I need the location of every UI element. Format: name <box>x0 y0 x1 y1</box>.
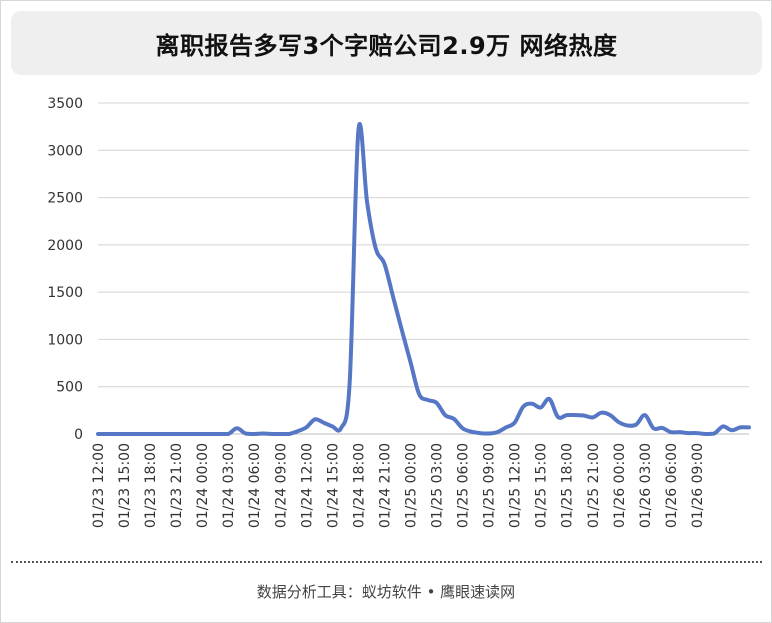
x-tick-label: 01/25 09:00 <box>482 443 498 528</box>
x-tick-label: 01/25 00:00 <box>403 443 419 528</box>
x-tick-label: 01/26 06:00 <box>664 443 680 528</box>
y-tick-label: 3000 <box>47 143 83 159</box>
x-tick-label: 01/24 09:00 <box>273 443 289 528</box>
y-tick-label: 2500 <box>47 191 83 207</box>
line-chart: 0 500 1000 1500 2000 2500 3000 3500 01/23 12:00… <box>47 96 751 528</box>
x-tick-label: 01/24 03:00 <box>221 443 237 528</box>
x-tick-label: 01/24 21:00 <box>377 443 393 528</box>
series-line <box>96 121 751 437</box>
x-tick-label: 01/24 18:00 <box>351 443 367 528</box>
x-tick-label: 01/25 18:00 <box>560 443 576 528</box>
x-axis-tick-labels: 01/23 12:00 01/23 15:00 01/23 18:00 01/23 2… <box>91 443 706 528</box>
y-tick-label: 1000 <box>47 332 83 348</box>
x-tick-label: 01/25 12:00 <box>508 443 524 528</box>
y-axis-tick-labels: 0 500 1000 1500 2000 2500 3000 3500 <box>47 96 83 443</box>
x-tick-label: 01/26 03:00 <box>638 443 654 528</box>
x-tick-label: 01/24 15:00 <box>325 443 341 528</box>
y-tick-label: 2000 <box>47 238 83 254</box>
x-tick-label: 01/24 12:00 <box>299 443 315 528</box>
footer-source: 数据分析工具：蚁坊软件 • 鹰眼速读网 <box>256 583 516 601</box>
x-tick-label: 01/23 21:00 <box>169 443 185 528</box>
footer-divider <box>11 561 762 563</box>
x-tick-label: 01/23 15:00 <box>117 443 133 528</box>
x-tick-label: 01/26 09:00 <box>690 443 706 528</box>
x-tick-label: 01/25 03:00 <box>430 443 446 528</box>
title-bar: 离职报告多写3个字赔公司2.9万 网络热度 <box>11 11 762 75</box>
grid-lines <box>98 102 749 435</box>
y-tick-label: 500 <box>56 380 83 396</box>
x-tick-label: 01/23 12:00 <box>91 443 107 528</box>
x-tick-label: 01/25 15:00 <box>534 443 550 528</box>
y-tick-label: 0 <box>74 427 83 443</box>
x-tick-label: 01/23 18:00 <box>143 443 159 528</box>
page-title: 离职报告多写3个字赔公司2.9万 网络热度 <box>155 31 618 60</box>
x-tick-label: 01/24 00:00 <box>195 443 211 528</box>
x-tick-label: 01/25 21:00 <box>586 443 602 528</box>
x-tick-label: 01/26 00:00 <box>612 443 628 528</box>
y-tick-label: 3500 <box>47 96 83 112</box>
x-tick-label: 01/25 06:00 <box>456 443 472 528</box>
x-tick-label: 01/24 06:00 <box>247 443 263 528</box>
y-tick-label: 1500 <box>47 285 83 301</box>
